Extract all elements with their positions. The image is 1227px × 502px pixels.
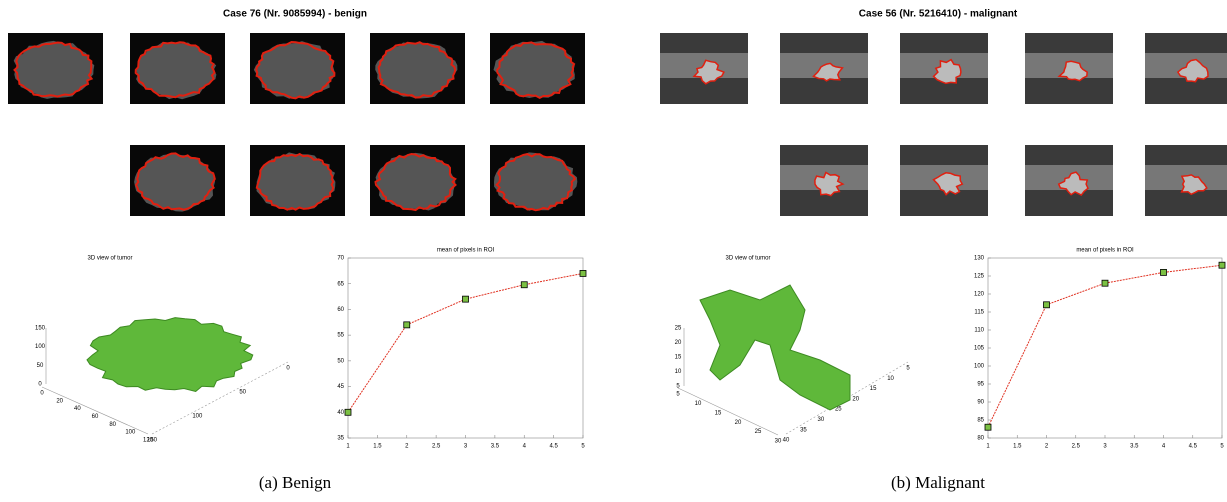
x-tick-label: 2.5 (432, 444, 441, 450)
data-line (988, 265, 1222, 427)
view-tick-label: 50 (37, 363, 44, 369)
axis (678, 388, 778, 435)
view-tick-label: 20 (675, 340, 682, 346)
y-tick-label: 125 (974, 274, 985, 280)
y-tick-label: 130 (974, 256, 985, 262)
view-tick-label: 150 (147, 438, 158, 444)
x-tick-label: 5 (581, 444, 585, 450)
x-tick-label: 3 (1103, 444, 1107, 450)
y-tick-label: 60 (337, 307, 344, 313)
y-tick-label: 105 (974, 346, 985, 352)
y-tick-label: 40 (337, 410, 344, 416)
view-tick-label: 10 (675, 369, 682, 375)
data-point (1102, 280, 1108, 286)
caption: (b) Malignant (891, 473, 985, 492)
y-tick-label: 55 (337, 333, 344, 339)
view-tick-label: 15 (715, 410, 722, 416)
y-tick-label: 115 (974, 310, 984, 316)
view-title: 3D view of tumor (87, 256, 132, 262)
x-tick-label: 4.5 (1189, 444, 1198, 450)
x-tick-label: 2 (405, 444, 409, 450)
chart-title: mean of pixels in ROI (437, 248, 495, 254)
view-tick-label: 15 (675, 355, 682, 361)
view-tick-label: 40 (783, 438, 790, 444)
view-tick-label: 30 (775, 439, 782, 445)
data-line (348, 273, 583, 412)
view-tick-label: 20 (852, 396, 859, 402)
y-tick-label: 50 (337, 358, 344, 364)
x-tick-label: 1 (346, 444, 350, 450)
x-tick-label: 1.5 (373, 444, 382, 450)
data-point (345, 409, 351, 415)
view-tick-label: 10 (887, 376, 894, 382)
view-tick-label: 100 (192, 414, 203, 420)
data-point (463, 296, 469, 302)
y-tick-label: 85 (977, 418, 984, 424)
y-tick-label: 80 (977, 436, 984, 442)
caption: (a) Benign (259, 473, 332, 492)
data-point (1219, 262, 1225, 268)
data-point (521, 282, 527, 288)
x-tick-label: 2.5 (1072, 444, 1081, 450)
data-point (1044, 302, 1050, 308)
view-tick-label: 20 (56, 398, 63, 404)
view-title: 3D view of tumor (725, 256, 770, 262)
view-tick-label: 5 (676, 392, 680, 398)
tumor-3d (700, 285, 850, 410)
x-tick-label: 5 (1220, 444, 1224, 450)
view-tick-label: 100 (125, 430, 136, 436)
y-tick-label: 65 (337, 281, 344, 287)
view-tick-label: 0 (286, 366, 290, 372)
panel-title: Case 56 (Nr. 5216410) - malignant (859, 9, 1018, 20)
chart-title: mean of pixels in ROI (1076, 248, 1134, 254)
y-tick-label: 110 (974, 328, 984, 334)
x-tick-label: 3 (464, 444, 468, 450)
view-tick-label: 25 (835, 407, 842, 413)
axis (42, 387, 148, 434)
panel-title: Case 76 (Nr. 9085994) - benign (223, 9, 367, 20)
y-tick-label: 45 (337, 384, 344, 390)
y-tick-label: 95 (977, 382, 984, 388)
tumor-3d (87, 318, 253, 392)
x-tick-label: 3.5 (1130, 444, 1139, 450)
view-tick-label: 150 (35, 326, 46, 332)
view-tick-label: 5 (906, 366, 910, 372)
view-tick-label: 50 (239, 390, 246, 396)
view-tick-label: 60 (92, 414, 99, 420)
data-point (404, 322, 410, 328)
view-tick-label: 20 (735, 420, 742, 426)
plot-frame (348, 258, 583, 438)
view-tick-label: 15 (870, 386, 877, 392)
x-tick-label: 3.5 (491, 444, 500, 450)
x-tick-label: 1.5 (1013, 444, 1022, 450)
y-tick-label: 100 (974, 364, 985, 370)
view-tick-label: 80 (109, 422, 116, 428)
view-tick-label: 25 (755, 429, 762, 435)
x-tick-label: 2 (1045, 444, 1049, 450)
data-point (580, 270, 586, 276)
view-tick-label: 0 (40, 391, 44, 397)
data-point (1161, 269, 1167, 275)
view-tick-label: 25 (675, 326, 682, 332)
data-point (985, 424, 991, 430)
x-tick-label: 4.5 (549, 444, 558, 450)
x-tick-label: 1 (986, 444, 990, 450)
y-tick-label: 90 (977, 400, 984, 406)
view-tick-label: 10 (695, 401, 702, 407)
y-tick-label: 120 (974, 292, 985, 298)
view-tick-label: 100 (35, 344, 46, 350)
view-tick-label: 0 (38, 382, 42, 388)
view-tick-label: 30 (818, 417, 825, 423)
x-tick-label: 4 (523, 444, 527, 450)
y-tick-label: 70 (337, 256, 344, 262)
figure: Case 76 (Nr. 9085994) - benign 3D view of… (0, 0, 1227, 502)
view-tick-label: 40 (74, 406, 81, 412)
view-tick-label: 35 (800, 427, 807, 433)
y-tick-label: 35 (337, 436, 344, 442)
x-tick-label: 4 (1162, 444, 1166, 450)
